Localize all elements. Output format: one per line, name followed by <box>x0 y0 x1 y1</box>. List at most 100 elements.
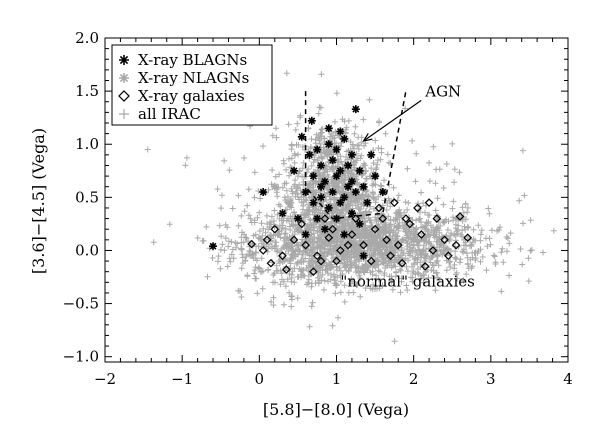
data-point <box>297 219 307 229</box>
data-point <box>463 233 473 243</box>
data-point <box>281 265 291 274</box>
data-point <box>258 246 268 255</box>
series-2 <box>247 198 473 277</box>
wedge-line <box>304 90 407 220</box>
x-tick-label: 0 <box>255 370 265 388</box>
data-point <box>351 214 361 223</box>
legend-marker <box>119 109 129 119</box>
legend-marker <box>119 55 129 65</box>
data-point <box>371 172 380 181</box>
x-tick-label: −2 <box>94 370 116 388</box>
data-point <box>363 198 372 207</box>
data-point <box>344 182 353 191</box>
data-point <box>440 235 449 245</box>
data-point <box>247 239 256 249</box>
data-point <box>266 258 276 268</box>
data-point <box>378 225 387 234</box>
data-point <box>455 212 465 221</box>
data-point <box>309 172 318 181</box>
data-point <box>351 105 360 114</box>
series-1 <box>270 182 418 260</box>
data-point <box>343 240 353 250</box>
data-point <box>307 116 316 125</box>
data-point <box>332 145 341 154</box>
data-point <box>262 235 272 245</box>
data-point <box>286 198 295 207</box>
annotations: AGN "normal" galaxies <box>340 82 475 290</box>
data-point <box>301 188 310 197</box>
data-point <box>394 209 403 218</box>
data-points <box>209 105 473 277</box>
annotation-arrowhead <box>362 133 373 142</box>
data-point <box>336 246 345 255</box>
y-axis-label: [3.6]−[4.5] (Vega) <box>29 128 48 274</box>
annotation-label: AGN <box>424 82 461 100</box>
x-tick-label: 1 <box>332 370 342 388</box>
data-point <box>367 150 376 159</box>
data-point <box>401 214 411 223</box>
data-point <box>347 150 356 159</box>
data-point <box>282 241 291 250</box>
data-point <box>320 214 330 223</box>
data-point <box>259 188 268 197</box>
y-tick-label: 1.0 <box>75 135 99 153</box>
data-point <box>332 172 341 181</box>
data-point <box>293 225 302 234</box>
data-point <box>432 214 442 223</box>
data-point <box>340 193 349 202</box>
data-point <box>293 214 302 223</box>
data-point <box>359 182 368 191</box>
data-point <box>324 233 334 243</box>
agn-selection-wedge <box>304 90 407 220</box>
data-point <box>328 156 337 165</box>
data-point <box>301 240 310 250</box>
data-point <box>355 219 364 228</box>
data-point <box>301 230 310 239</box>
x-axis-ticks: −2 −1 0 1 2 3 4 <box>94 38 573 388</box>
data-point <box>355 193 364 202</box>
y-tick-label: 0.0 <box>75 241 99 259</box>
data-point <box>309 267 318 277</box>
data-point <box>413 203 422 213</box>
data-point <box>336 166 345 175</box>
data-point <box>312 251 322 261</box>
data-point <box>332 182 341 191</box>
y-tick-label: −0.5 <box>63 295 99 313</box>
data-point <box>363 230 372 239</box>
data-point <box>374 203 384 213</box>
legend-label: X-ray NLAGNs <box>138 69 249 87</box>
data-point <box>424 198 434 208</box>
data-point <box>340 251 349 260</box>
y-tick-label: 0.5 <box>75 188 99 206</box>
data-point <box>309 198 318 207</box>
data-point <box>444 251 453 261</box>
series-0 <box>209 105 387 260</box>
data-point <box>278 251 287 261</box>
data-point <box>297 132 306 141</box>
data-point <box>370 224 380 234</box>
data-point <box>366 256 376 266</box>
legend-label: all IRAC <box>138 105 201 123</box>
data-point <box>332 256 341 266</box>
data-point <box>378 188 387 197</box>
data-point <box>316 256 326 266</box>
data-point <box>309 188 318 197</box>
data-point <box>324 124 333 133</box>
y-tick-label: −1.0 <box>63 348 99 366</box>
data-point <box>320 177 329 186</box>
data-point <box>336 127 345 136</box>
data-point <box>340 134 349 143</box>
legend-label: X-ray galaxies <box>138 87 245 105</box>
data-point <box>417 230 426 239</box>
legend-box <box>111 44 273 126</box>
data-point <box>317 182 326 191</box>
data-point <box>393 240 403 250</box>
data-point <box>313 145 322 154</box>
data-point <box>378 214 388 223</box>
data-point <box>301 246 310 255</box>
annotation-label: "normal" galaxies <box>340 273 475 291</box>
x-axis-label: [5.8]−[8.0] (Vega) <box>263 400 409 419</box>
data-point <box>324 235 333 244</box>
